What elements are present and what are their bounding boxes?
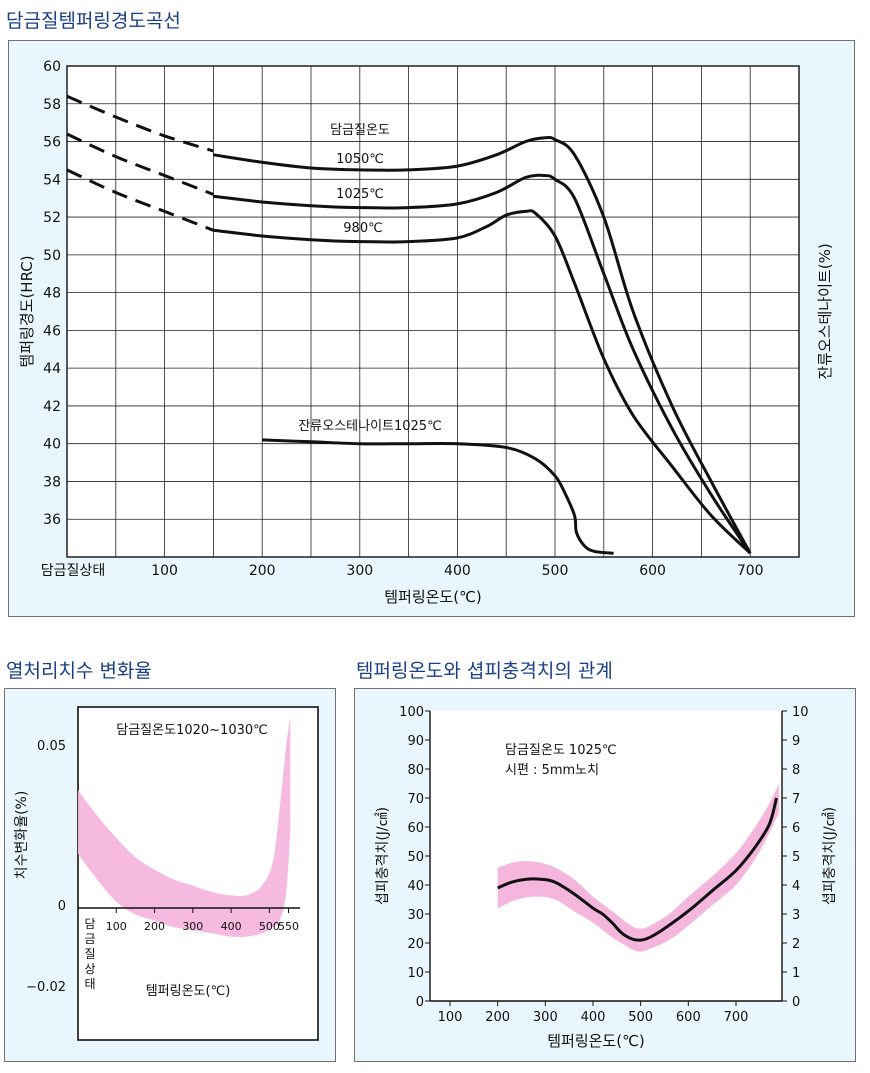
hardness-x-tick-label: 400 (444, 563, 471, 579)
impact-y2-tick-label: 0 (792, 995, 800, 1010)
hardness-y-tick-label: 48 (43, 286, 61, 302)
hardness-y-tick-label: 56 (43, 135, 61, 151)
impact-x-tick-label: 200 (485, 1010, 510, 1025)
curve-980-line (213, 209, 752, 555)
impact-scatter-band (497, 783, 779, 952)
impact-plot-area (430, 711, 782, 1001)
as-quenched-label-char: 태 (84, 977, 95, 991)
dimension-y-tick-label: 0 (58, 899, 66, 914)
hardness-y-tick-label: 44 (43, 361, 61, 377)
hardness-y-tick-label: 52 (43, 210, 61, 226)
impact-y-tick-label: 80 (407, 763, 424, 778)
hardness-plot-area (66, 65, 800, 558)
dimension-y-tick-label: −0.02 (26, 980, 66, 995)
dimension-annotation: 담금질온도1020~1030℃ (116, 723, 267, 738)
impact-curve-line (497, 797, 778, 942)
hardness-x-tick-label: 500 (542, 563, 569, 579)
impact-y2-tick-label: 7 (792, 792, 800, 807)
impact-x-tick-label: 100 (438, 1010, 463, 1025)
impact-x-tick-label: 500 (628, 1010, 653, 1025)
curve-1050-dashed-extension (66, 94, 214, 153)
impact-y-tick-label: 50 (407, 850, 424, 865)
hardness-y-tick-label: 36 (43, 512, 61, 528)
impact-y2-tick-label: 1 (792, 966, 800, 981)
impact-y-tick-label: 10 (407, 966, 424, 981)
impact-y-tick-label: 90 (407, 734, 424, 749)
hardness-x-tick-label: 600 (639, 563, 666, 579)
hardness-x-tick-label: 200 (249, 563, 276, 579)
hardness-x-tick-label: 담금질상태 (41, 563, 105, 579)
impact-x-tick-label: 300 (533, 1010, 558, 1025)
impact-x-tick-label: 700 (724, 1010, 749, 1025)
dimension-x-tick-label: 300 (182, 920, 203, 933)
hardness-x-tick-label: 300 (346, 563, 373, 579)
hardness-y-tick-label: 46 (43, 323, 61, 339)
dimension-x-tick-label: 550 (278, 920, 299, 933)
impact-x-axis-label: 템퍼링온도(℃) (547, 1032, 645, 1050)
hardness-chart-title: 담금질템퍼링경도곡선 (6, 10, 181, 32)
impact-y2-tick-label: 8 (792, 763, 800, 778)
impact-y-axis-label-left: 셥피충격치(J/㎠) (375, 807, 391, 905)
impact-y-tick-label: 20 (407, 937, 424, 952)
impact-y-tick-label: 30 (407, 908, 424, 923)
impact-annotation-specimen: 시편 : 5mm노치 (505, 763, 599, 778)
hardness-y-axis-label: 템퍼링경도(HRC) (18, 255, 36, 367)
hardness-x-tick-label: 100 (151, 563, 178, 579)
impact-y2-tick-label: 4 (792, 879, 800, 894)
hardness-y-tick-label: 60 (43, 59, 61, 75)
impact-chart-title: 템퍼링온도와 셥피충격치의 관계 (356, 660, 613, 682)
impact-y-axis-label-right: 셥피충격치(J/㎠) (822, 807, 838, 905)
impact-y-tick-label: 100 (399, 705, 424, 720)
dimension-x-axis-label: 템퍼링온도(℃) (146, 984, 231, 999)
as-quenched-label-char: 담 (84, 917, 95, 931)
retained-austenite-curve-line (262, 438, 614, 555)
impact-y-tick-label: 40 (407, 879, 424, 894)
impact-y-tick-label: 60 (407, 821, 424, 836)
curve-1050-line (213, 135, 752, 554)
impact-annotation-quench: 담금질온도 1025℃ (505, 743, 617, 758)
quench-temp-header: 담금질온도 (330, 123, 390, 138)
hardness-y-tick-label: 42 (43, 399, 61, 415)
hardness-y-tick-label: 50 (43, 248, 61, 264)
dimension-x-tick-label: 400 (221, 920, 242, 933)
retained-austenite-label: 잔류오스테나이트1025℃ (298, 419, 441, 434)
retained-austenite-axis-label: 잔류오스테나이트(%) (816, 243, 834, 379)
impact-y2-tick-label: 5 (792, 850, 800, 865)
impact-x-tick-label: 600 (676, 1010, 701, 1025)
dimension-y-tick-label: 0.05 (37, 739, 66, 754)
impact-y-tick-label: 0 (416, 995, 424, 1010)
label-1050: 1050℃ (336, 152, 384, 167)
impact-y2-tick-label: 10 (792, 705, 809, 720)
impact-y2-tick-label: 6 (792, 821, 800, 836)
label-1025: 1025℃ (336, 187, 384, 202)
hardness-y-tick-label: 40 (43, 437, 61, 453)
curve-1025-dashed-extension (66, 132, 214, 196)
impact-x-tick-label: 400 (581, 1010, 606, 1025)
curve-1025-line (213, 173, 752, 555)
impact-y-tick-label: 70 (407, 792, 424, 807)
impact-y2-tick-label: 3 (792, 908, 800, 923)
as-quenched-label-char: 질 (84, 947, 95, 961)
curve-980-dashed-extension (66, 168, 214, 232)
dimension-change-band (78, 717, 291, 937)
hardness-y-tick-label: 54 (43, 172, 61, 188)
hardness-x-axis-label: 템퍼링온도(℃) (384, 588, 482, 606)
impact-y2-tick-label: 9 (792, 734, 800, 749)
dimension-x-tick-label: 500 (259, 920, 280, 933)
as-quenched-label-char: 금 (84, 932, 95, 946)
hardness-y-tick-label: 58 (43, 97, 61, 113)
hardness-y-tick-label: 38 (43, 474, 61, 490)
dimension-chart-title: 열처리치수 변화율 (6, 660, 152, 682)
hardness-x-tick-label: 700 (737, 563, 764, 579)
dimension-x-tick-label: 200 (144, 920, 165, 933)
dimension-x-tick-label: 100 (106, 920, 127, 933)
as-quenched-label-char: 상 (84, 962, 95, 976)
dimension-y-axis-label: 치수변화율(%) (14, 791, 30, 880)
label-980: 980℃ (343, 221, 382, 236)
impact-y2-tick-label: 2 (792, 937, 800, 952)
